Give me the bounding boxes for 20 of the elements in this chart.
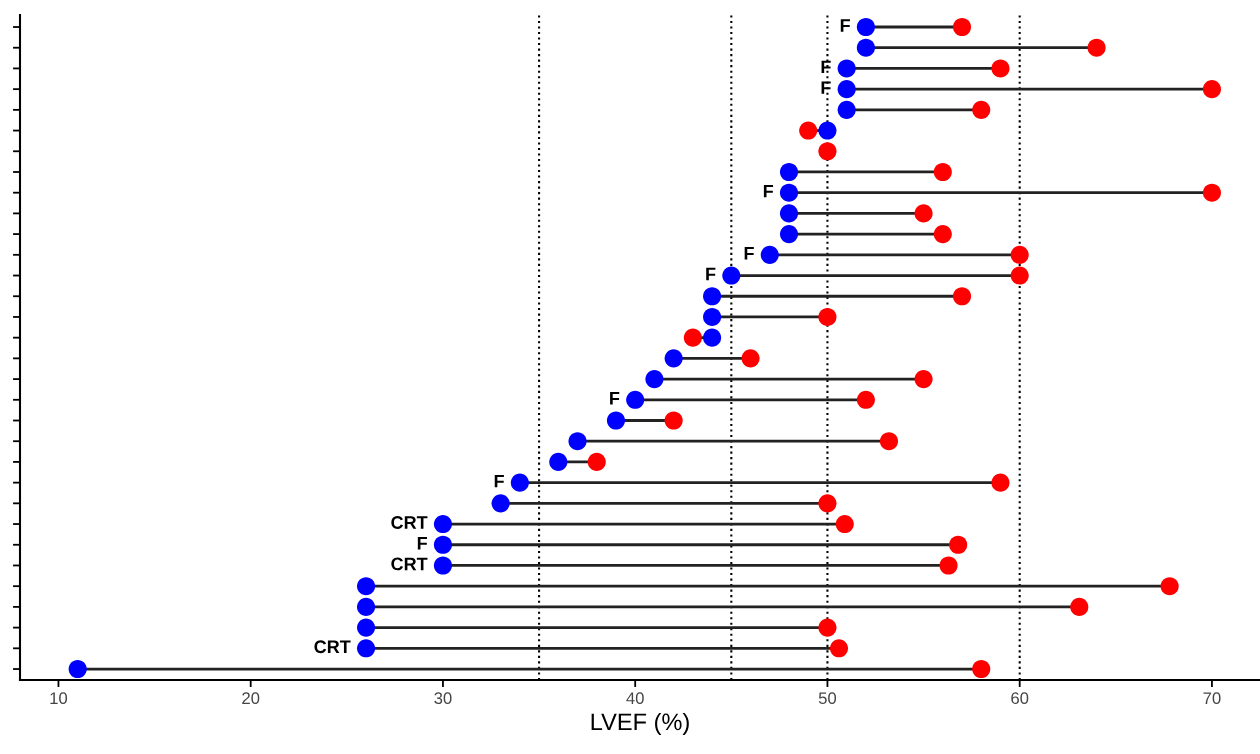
x-axis-title: LVEF (%) <box>591 712 689 735</box>
data-label: F <box>417 537 428 550</box>
data-label: F <box>821 81 831 94</box>
data-label: F <box>494 474 504 488</box>
data-label: F <box>610 392 620 405</box>
x-tick-label: 60 <box>1011 692 1029 705</box>
data-label: F <box>744 247 754 260</box>
data-label: CRT <box>391 557 428 571</box>
x-tick-label: 20 <box>242 692 260 705</box>
x-tick-label: 10 <box>50 692 68 705</box>
data-label: F <box>706 267 716 281</box>
data-label: CRT <box>314 640 351 654</box>
x-tick-label: 70 <box>1203 692 1221 705</box>
data-label: F <box>821 60 831 74</box>
data-label: F <box>840 19 850 32</box>
x-tick-label: 50 <box>818 692 837 705</box>
x-tick-label: 30 <box>434 692 452 705</box>
x-tick-label: 40 <box>626 692 644 705</box>
data-label: F <box>763 184 774 198</box>
data-label: CRT <box>391 516 428 529</box>
